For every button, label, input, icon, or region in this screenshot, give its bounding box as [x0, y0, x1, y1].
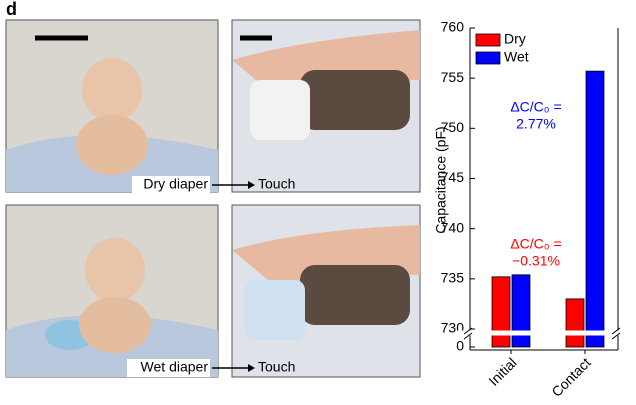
bar	[565, 298, 585, 348]
robot-hand	[300, 70, 410, 130]
y-tick-label: 760	[441, 19, 465, 35]
photos	[5, 19, 421, 378]
baby-body	[79, 297, 151, 353]
annotation: 2.77%	[516, 116, 556, 132]
y-tick-label: 0	[456, 338, 464, 354]
y-tick-label: 735	[441, 270, 465, 286]
y-tick-label: 755	[441, 69, 465, 85]
baby-body	[76, 115, 148, 175]
baby-head	[82, 58, 142, 122]
axis-frame	[469, 28, 619, 351]
photo-label: Wet diaper	[141, 359, 209, 375]
y-tick-label: 750	[441, 119, 465, 135]
y-tick-label: 745	[441, 169, 465, 185]
legend-label: Dry	[504, 31, 526, 47]
break-mark	[463, 327, 473, 340]
break-mark	[611, 327, 621, 340]
photo-action: Touch	[258, 176, 295, 192]
legend-swatch	[475, 33, 501, 47]
diaper	[245, 280, 305, 340]
photo-action: Touch	[258, 359, 295, 375]
chart: Capacitance (pF)7307357407457507557600In…	[433, 19, 632, 400]
bar	[491, 276, 511, 348]
legend-label: Wet	[504, 49, 529, 65]
baby-head	[85, 238, 145, 302]
legend-swatch	[475, 51, 501, 65]
panel-label: d	[6, 0, 17, 19]
arrow-head	[248, 181, 255, 189]
annotation: ΔC/C₀ =	[510, 99, 561, 115]
bar	[585, 70, 605, 348]
x-tick-label: Contact	[548, 354, 594, 400]
label-bg	[132, 176, 210, 194]
bar	[511, 274, 531, 348]
y-tick-label: 740	[441, 219, 465, 235]
photo-label: Dry diaper	[143, 176, 208, 192]
annotation: −0.31%	[512, 253, 560, 269]
diaper	[250, 80, 310, 140]
label-bg	[127, 359, 210, 377]
axis-break	[456, 330, 632, 336]
robot-hand	[300, 265, 410, 325]
annotation: ΔC/C₀ =	[510, 236, 561, 252]
y-axis-label: Capacitance (pF)	[433, 126, 449, 233]
x-tick-label: Initial	[485, 354, 519, 388]
arrow-head	[248, 364, 255, 372]
